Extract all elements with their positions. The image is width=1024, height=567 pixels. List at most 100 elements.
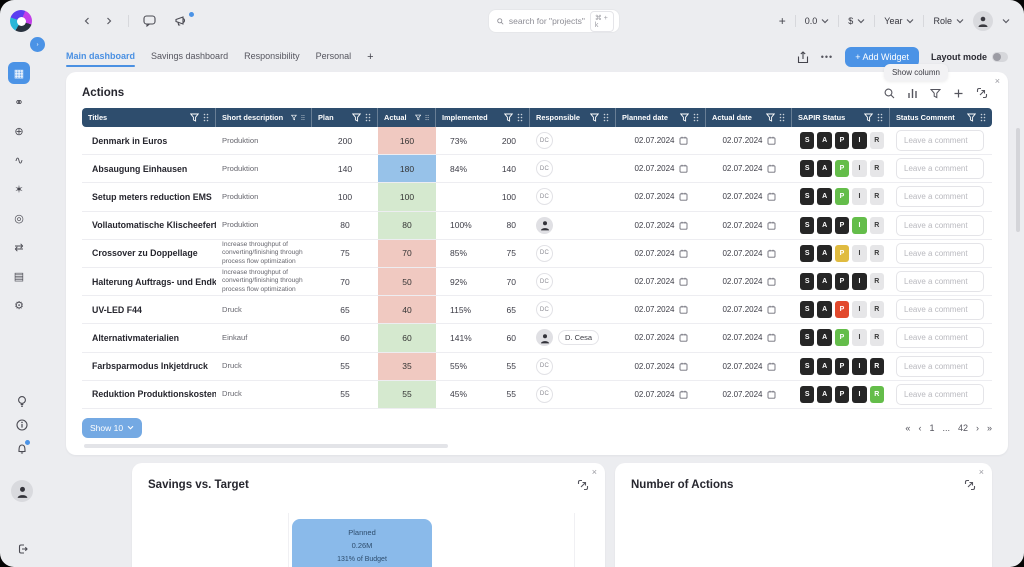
bell-icon[interactable] (16, 442, 28, 455)
comment-input[interactable] (896, 130, 984, 151)
sapir-badge-a[interactable]: A (817, 188, 831, 205)
filter-icon[interactable] (680, 113, 689, 122)
comment-input[interactable] (896, 243, 984, 264)
responsible-initials[interactable]: DC (536, 386, 553, 403)
sapir-badge-i[interactable]: I (852, 386, 866, 403)
first-page-button[interactable]: « (905, 423, 910, 433)
comment-input[interactable] (896, 271, 984, 292)
cell-actual-date[interactable]: 02.07.2024 (706, 155, 792, 182)
sidebar-avatar[interactable] (11, 480, 33, 502)
calendar-icon[interactable] (679, 277, 688, 286)
responsible-initials[interactable]: DC (536, 160, 553, 177)
page-number[interactable]: 1 (929, 423, 934, 433)
cell-actual-date[interactable]: 02.07.2024 (706, 212, 792, 239)
sapir-badge-s[interactable]: S (800, 386, 814, 403)
cell-planned-date[interactable]: 02.07.2024 (616, 212, 706, 239)
cell-actual-date[interactable]: 02.07.2024 (706, 268, 792, 295)
drag-handle-icon[interactable] (203, 113, 209, 122)
sapir-badge-r[interactable]: R (870, 386, 884, 403)
cell-planned-date[interactable]: 02.07.2024 (616, 296, 706, 323)
dropdown-year[interactable]: Year (884, 16, 914, 26)
sapir-badge-i[interactable]: I (852, 301, 866, 318)
drag-handle-icon[interactable] (365, 113, 371, 122)
last-page-button[interactable]: » (987, 423, 992, 433)
calendar-icon[interactable] (679, 136, 688, 145)
responsible-initials[interactable]: DC (536, 301, 553, 318)
calendar-icon[interactable] (767, 362, 776, 371)
drag-handle-icon[interactable] (779, 113, 785, 122)
filter-icon[interactable] (504, 113, 513, 122)
sapir-badge-r[interactable]: R (870, 329, 884, 346)
calendar-icon[interactable] (679, 192, 688, 201)
expand-icon[interactable] (577, 479, 589, 491)
filter-icon[interactable] (766, 113, 775, 122)
topbar-add-button[interactable]: + (779, 14, 786, 28)
cell-actual-date[interactable]: 02.07.2024 (706, 296, 792, 323)
show-rows-button[interactable]: Show 10 (82, 418, 142, 438)
sapir-badge-r[interactable]: R (870, 273, 884, 290)
cell-planned-date[interactable]: 02.07.2024 (616, 324, 706, 351)
sapir-badge-r[interactable]: R (870, 217, 884, 234)
sidebar-item-cards[interactable]: ▤ (8, 265, 30, 287)
calendar-icon[interactable] (679, 249, 688, 258)
drag-handle-icon[interactable] (980, 113, 986, 122)
expand-icon[interactable] (976, 87, 988, 99)
sapir-badge-i[interactable]: I (852, 358, 866, 375)
cell-planned-date[interactable]: 02.07.2024 (616, 240, 706, 267)
filter-icon[interactable] (190, 113, 199, 122)
calendar-icon[interactable] (767, 249, 776, 258)
sapir-badge-s[interactable]: S (800, 273, 814, 290)
calendar-icon[interactable] (767, 390, 776, 399)
sapir-badge-a[interactable]: A (817, 245, 831, 262)
sapir-badge-r[interactable]: R (870, 245, 884, 262)
sapir-badge-p[interactable]: P (835, 329, 849, 346)
sapir-badge-p[interactable]: P (835, 386, 849, 403)
dropdown-[interactable]: $ (848, 16, 865, 26)
sidebar-item-dashboard[interactable]: ▦ (8, 62, 30, 84)
sapir-badge-i[interactable]: I (852, 273, 866, 290)
calendar-icon[interactable] (679, 333, 688, 342)
tab-personal[interactable]: Personal (316, 47, 352, 67)
filter-icon[interactable] (967, 113, 976, 122)
sapir-badge-a[interactable]: A (817, 132, 831, 149)
responsible-initials[interactable]: DC (536, 188, 553, 205)
cell-planned-date[interactable]: 02.07.2024 (616, 127, 706, 154)
sapir-badge-r[interactable]: R (870, 358, 884, 375)
comment-input[interactable] (896, 384, 984, 405)
drag-handle-icon[interactable] (603, 113, 609, 122)
sapir-badge-s[interactable]: S (800, 245, 814, 262)
calendar-icon[interactable] (679, 164, 688, 173)
close-icon[interactable]: × (995, 77, 1000, 86)
sapir-badge-s[interactable]: S (800, 132, 814, 149)
drag-handle-icon[interactable] (301, 113, 305, 122)
layout-mode-toggle[interactable] (992, 52, 1008, 62)
calendar-icon[interactable] (767, 164, 776, 173)
responsible-avatar[interactable] (536, 329, 553, 346)
sapir-badge-s[interactable]: S (800, 358, 814, 375)
responsible-initials[interactable]: DC (536, 132, 553, 149)
prev-page-button[interactable]: ‹ (918, 423, 921, 433)
sidebar-item-target[interactable]: ◎ (8, 207, 30, 229)
cell-actual-date[interactable]: 02.07.2024 (706, 381, 792, 408)
calendar-icon[interactable] (767, 136, 776, 145)
vertical-scrollbar[interactable] (1016, 128, 1020, 232)
calendar-icon[interactable] (767, 192, 776, 201)
sidebar-item-globe[interactable]: ⊕ (8, 120, 30, 142)
drag-handle-icon[interactable] (877, 113, 883, 122)
horizontal-scrollbar[interactable] (82, 444, 992, 447)
sapir-badge-p[interactable]: P (835, 301, 849, 318)
filter-icon[interactable] (590, 113, 599, 122)
cell-actual-date[interactable]: 02.07.2024 (706, 127, 792, 154)
sidebar-item-line-chart[interactable]: ∿ (8, 149, 30, 171)
sapir-badge-p[interactable]: P (835, 273, 849, 290)
dropdown-role[interactable]: Role (933, 16, 964, 26)
cell-planned-date[interactable]: 02.07.2024 (616, 353, 706, 380)
sapir-badge-i[interactable]: I (852, 188, 866, 205)
sapir-badge-a[interactable]: A (817, 329, 831, 346)
planned-bar[interactable]: Planned 0.26M 131% of Budget (292, 519, 432, 567)
filter-icon[interactable] (352, 113, 361, 122)
sapir-badge-p[interactable]: P (835, 358, 849, 375)
sapir-badge-a[interactable]: A (817, 386, 831, 403)
sapir-badge-s[interactable]: S (800, 217, 814, 234)
share-icon[interactable] (797, 51, 809, 64)
